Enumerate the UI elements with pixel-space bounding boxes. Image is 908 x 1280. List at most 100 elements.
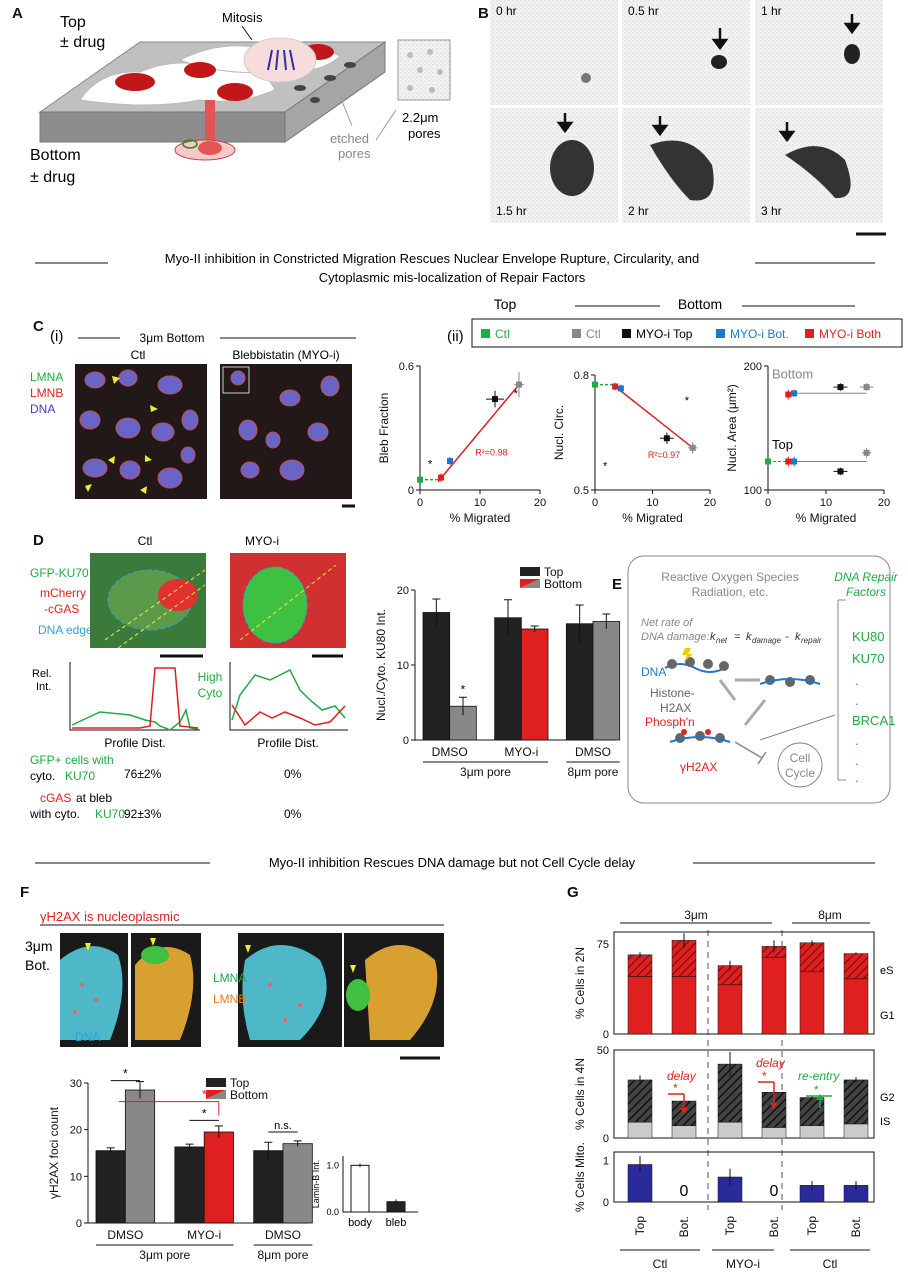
dna-label: DNA (30, 402, 55, 416)
y-axis-label: % Cells in 2N (573, 947, 587, 1019)
panel-g: G 3μm 8μm 0 75 % Cells in 2N eS G1 0 50 % Cells i… (567, 884, 895, 1271)
int-label: Int. (36, 681, 51, 693)
bleb (182, 139, 198, 149)
bar (422, 612, 451, 741)
y-tick-label: 1.0 (326, 1160, 339, 1170)
profile-green-myoi (231, 668, 346, 721)
row2-label-d: KU70 (95, 807, 125, 821)
h2ax-label: H2AX (660, 701, 691, 715)
panel-letter-f: F (20, 884, 29, 901)
pore (344, 62, 356, 68)
y-axis-label: Nucl. Area (μm²) (725, 384, 739, 472)
membrane-front-face (39, 111, 286, 143)
y-axis-label: Nucl. Circ. (552, 405, 566, 460)
bar (520, 628, 549, 741)
factor-label: . (855, 673, 859, 688)
group-label: 3μm pore (460, 765, 511, 779)
chart-nucl-circ: 0 10 20 0.5 0.8 % Migrated Nucl. Circ. R²=0.97 *… (552, 370, 716, 525)
etched-arrow (339, 95, 353, 127)
pores-label: pores (408, 126, 441, 141)
chart-nucl-area: 0 10 20 100 200 % Migrated Nucl. Area (μm²) Bot… (725, 361, 890, 525)
significance-star: * (514, 388, 519, 400)
significance-star: * (461, 682, 466, 696)
fit-label: R²=0.98 (475, 447, 507, 457)
myoi-label: MYO-i (245, 534, 279, 548)
top-label: Top (60, 14, 86, 31)
data-point (592, 381, 598, 388)
lmna-label: LMNA (213, 971, 246, 985)
es-label: eS (880, 965, 893, 977)
row1-label-c: KU70 (65, 769, 95, 783)
x-axis-label: % Migrated (450, 511, 511, 525)
significance-star: * (673, 1081, 678, 1095)
k-damage-sub: damage (752, 636, 781, 645)
arrow-icons (85, 938, 356, 973)
chart-ku80: 0 10 20 Nucl./Cyto. KU80 Int. * DMSO MYO-i DMSO… (374, 565, 621, 779)
group-label: MYO-i (726, 1257, 760, 1271)
axes (594, 375, 710, 491)
zero-label: 0 (680, 1183, 689, 1200)
gh2ax-label: γH2AX (680, 760, 717, 774)
bot-label-1: 3μm (25, 938, 53, 954)
bot-label-2: Bot. (25, 957, 50, 973)
y-tick-label: 0.0 (326, 1207, 339, 1217)
legend-entry: MYO-i Top (636, 327, 693, 341)
section-title-2: Cytoplasmic mis-localization of Repair F… (319, 270, 586, 285)
cyto-label: Cyto (198, 686, 223, 700)
nucleus-top-1 (115, 73, 155, 91)
nucleus-frame-1 (581, 73, 591, 83)
bottom-drug-label: ± drug (30, 169, 75, 186)
significance-star: * (428, 459, 433, 471)
row1-label-a: GFP+ cells with (30, 753, 114, 767)
sub-label-ii: (ii) (447, 328, 464, 345)
time-label: 1.5 hr (496, 204, 527, 218)
sub-label-i: (i) (50, 328, 63, 345)
cgas-bleb (158, 579, 198, 611)
is-label: IS (880, 1116, 890, 1128)
section-title-3: Myo-II inhibition Rescues DNA damage but… (269, 855, 636, 870)
y-tick-label: 0 (403, 735, 409, 747)
bar (592, 621, 621, 741)
data-point (447, 458, 453, 465)
row1-label-b: cyto. (30, 769, 55, 783)
bar-g1 (717, 984, 743, 1035)
panel-letter-b: B (478, 5, 489, 22)
data-point (612, 383, 619, 390)
cgas-label: -cGAS (44, 602, 79, 616)
x-tick-label: 10 (646, 497, 658, 509)
bar (174, 1146, 205, 1224)
etched-label-1: etched (330, 131, 369, 146)
bar-is (717, 1121, 743, 1139)
legend-entry: Bottom (544, 577, 582, 591)
x-tick-label: 0 (417, 497, 423, 509)
legend-swatch (572, 329, 581, 338)
legend-top-header: Top (494, 296, 517, 312)
legend-entry: Ctl (495, 327, 510, 341)
bar (124, 1089, 156, 1224)
series-label: Top (772, 437, 793, 452)
axes (613, 932, 874, 1035)
legend: Ctl Ctl MYO-i Top MYO-i Bot. MYO-i Both (481, 327, 881, 341)
data-point (438, 474, 444, 481)
profile-red-myoi (231, 704, 346, 727)
y-tick-label: 30 (70, 1078, 82, 1090)
mcherry-label: mCherry (40, 586, 86, 600)
significance-star: * (762, 1069, 767, 1083)
data-point (617, 385, 624, 392)
pore (310, 97, 320, 103)
data-point (837, 468, 844, 475)
factor-label: KU70 (852, 651, 885, 666)
dna-strand (669, 736, 731, 743)
arrow-icons (85, 376, 158, 494)
radiation-label: Radiation, etc. (692, 585, 769, 599)
legend-entry: Top (230, 1076, 250, 1090)
bar-g1 (627, 976, 653, 1035)
bar-es (799, 942, 825, 972)
profile-line (104, 569, 206, 641)
nucleus-lamin-2 (365, 945, 438, 1040)
dna-label: DNA (641, 665, 666, 679)
c-header: 3μm Bottom (140, 331, 205, 345)
bar-g1 (843, 978, 869, 1035)
inset-box (222, 366, 250, 394)
lmna-bleb-2 (346, 979, 370, 1011)
